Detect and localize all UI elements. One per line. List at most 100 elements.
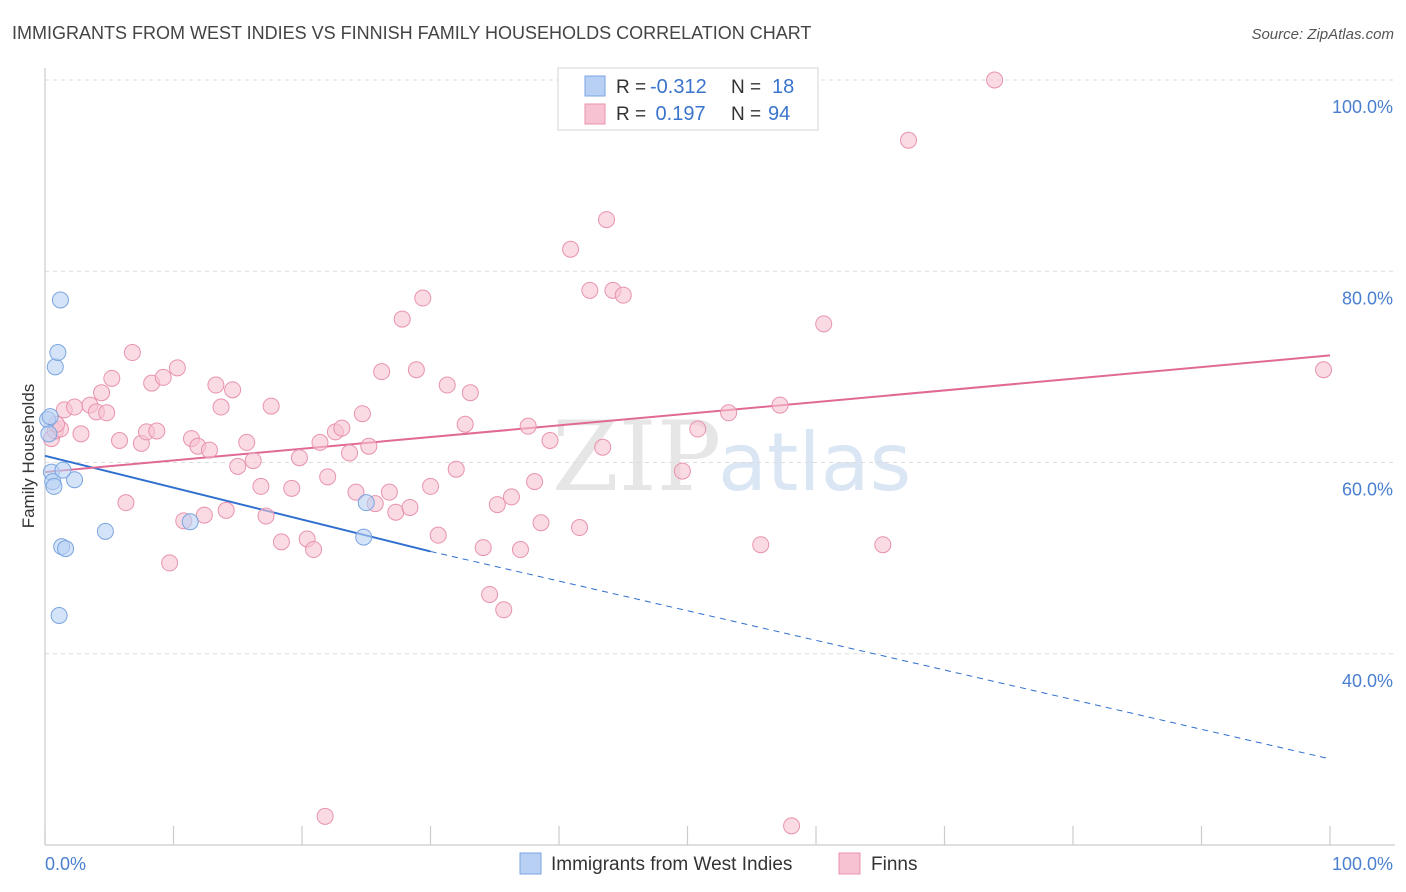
- point-finns-75: [581, 281, 599, 299]
- point-finns-59: [438, 376, 456, 394]
- legend-n-value-finns: 94: [768, 103, 790, 125]
- point-finns-9: [98, 404, 116, 422]
- bottom-legend-swatch-west-indies: [519, 852, 542, 875]
- legend-n-label-finns: N =: [731, 104, 761, 125]
- point-finns-12: [117, 494, 135, 512]
- point-finns-74: [571, 519, 589, 537]
- point-finns-58: [429, 526, 447, 544]
- chart-source: Source: ZipAtlas.com: [1251, 26, 1394, 43]
- point-finns-47: [353, 405, 371, 423]
- point-finns-64: [481, 585, 499, 603]
- point-finns-5: [72, 425, 90, 443]
- correlation-legend: R = -0.312 N = 18 R = 0.197 N = 94: [557, 67, 819, 131]
- point-finns-11: [111, 432, 129, 450]
- point-west-indies-13: [96, 522, 114, 540]
- x-tick-label-min: 0.0%: [45, 854, 86, 874]
- legend-n-value-west-indies: 18: [772, 76, 794, 98]
- point-finns-18: [154, 368, 172, 386]
- point-finns-60: [447, 460, 465, 478]
- legend-r-value-west-indies: -0.312: [650, 76, 707, 98]
- point-finns-29: [224, 381, 242, 399]
- point-finns-36: [272, 533, 290, 551]
- point-finns-81: [689, 420, 707, 438]
- point-finns-76: [594, 438, 612, 456]
- y-tick-label-60: 60.0%: [1342, 480, 1393, 500]
- point-finns-82: [720, 404, 738, 422]
- point-finns-57: [422, 477, 439, 495]
- point-finns-34: [257, 507, 275, 525]
- point-west-indies-5: [45, 477, 63, 495]
- point-west-indies-17: [54, 461, 72, 479]
- point-finns-62: [461, 384, 479, 402]
- point-finns-30: [229, 457, 247, 475]
- point-finns-92: [783, 817, 801, 835]
- point-finns-40: [305, 541, 323, 559]
- watermark-zip: ZIP: [552, 401, 721, 513]
- y-tick-label-100: 100.0%: [1332, 97, 1393, 117]
- point-finns-8: [93, 384, 111, 402]
- trend-line-west-indies-extrapolated: [430, 550, 1331, 760]
- series-legend: Immigrants from West Indies Finns: [519, 852, 917, 875]
- point-finns-53: [393, 310, 411, 328]
- y-axis-title: Family Households: [19, 384, 38, 529]
- point-finns-46: [347, 483, 365, 501]
- point-finns-61: [456, 415, 474, 433]
- x-tick-label-max: 100.0%: [1332, 854, 1393, 874]
- point-west-indies-14: [181, 513, 199, 531]
- point-finns-13: [123, 344, 141, 362]
- point-finns-44: [333, 419, 351, 437]
- legend-r-label-west-indies: R =: [616, 77, 646, 98]
- point-finns-33: [252, 477, 270, 495]
- point-finns-27: [212, 398, 230, 416]
- point-finns-41: [311, 433, 329, 451]
- point-finns-31: [238, 433, 256, 451]
- point-finns-37: [283, 479, 301, 497]
- chart-title: IMMIGRANTS FROM WEST INDIES VS FINNISH F…: [12, 23, 811, 43]
- point-finns-51: [380, 483, 398, 501]
- point-west-indies-1: [40, 425, 58, 443]
- point-finns-69: [519, 417, 537, 435]
- legend-swatch-finns: [584, 103, 606, 125]
- point-finns-88: [900, 131, 918, 149]
- point-finns-77: [598, 211, 616, 229]
- point-finns-70: [526, 473, 544, 491]
- point-finns-19: [161, 554, 179, 572]
- point-west-indies-10: [57, 540, 75, 558]
- point-finns-10: [103, 369, 121, 387]
- y-tick-label-40: 40.0%: [1342, 671, 1393, 691]
- bottom-legend-swatch-finns: [838, 852, 861, 875]
- point-west-indies-11: [50, 607, 68, 624]
- trend-line-finns: [44, 354, 1331, 474]
- point-finns-52: [387, 503, 405, 521]
- point-finns-66: [495, 601, 513, 619]
- point-finns-38: [290, 449, 308, 467]
- point-west-indies-16: [355, 528, 373, 546]
- point-west-indies-2: [41, 408, 59, 426]
- point-finns-55: [407, 361, 425, 379]
- point-finns-28: [217, 501, 235, 519]
- point-finns-17: [148, 422, 166, 440]
- point-finns-50: [373, 363, 391, 381]
- point-finns-67: [502, 488, 520, 506]
- point-finns-20: [168, 359, 186, 377]
- point-finns-54: [401, 498, 419, 516]
- point-west-indies-15: [357, 494, 375, 512]
- point-finns-79: [614, 286, 632, 304]
- point-finns-80: [673, 462, 691, 480]
- point-finns-35: [262, 397, 280, 415]
- point-finns-25: [200, 441, 218, 459]
- point-finns-73: [562, 240, 580, 258]
- legend-r-value-finns: 0.197: [650, 103, 706, 125]
- point-finns-86: [815, 315, 833, 333]
- point-finns-56: [414, 289, 432, 307]
- point-finns-71: [532, 514, 550, 532]
- point-finns-65: [488, 496, 506, 514]
- point-finns-48: [360, 437, 378, 455]
- point-finns-45: [341, 444, 359, 462]
- y-tick-label-80: 80.0%: [1342, 288, 1393, 308]
- point-finns-90: [1315, 361, 1333, 379]
- point-finns-87: [874, 536, 892, 554]
- point-finns-89: [986, 71, 1004, 89]
- tick-labels: 40.0% 60.0% 80.0% 100.0% 0.0% 100.0%: [45, 97, 1393, 874]
